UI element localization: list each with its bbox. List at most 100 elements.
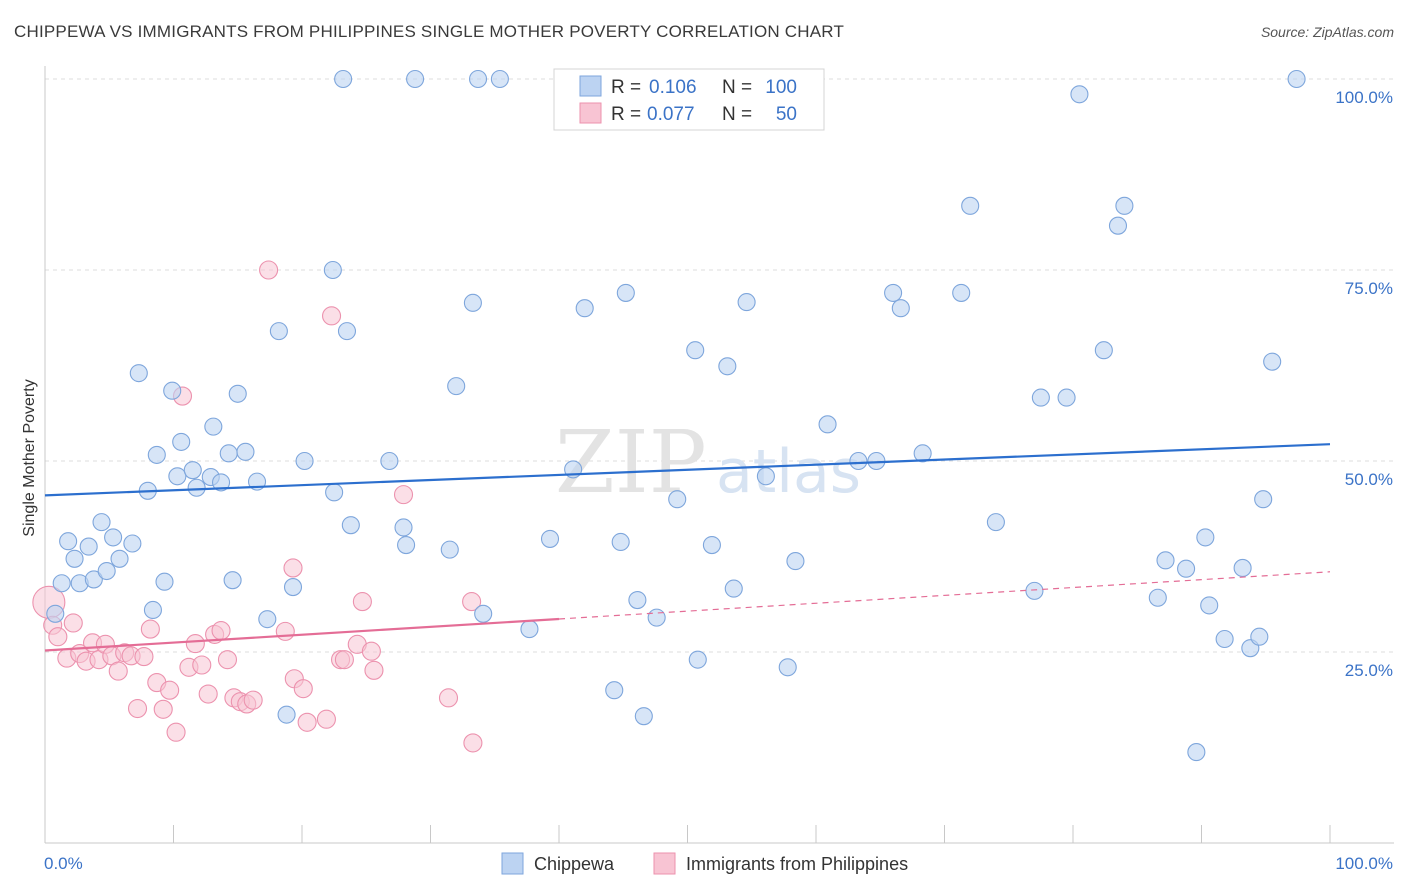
scatter-point-chippewa [143,600,162,620]
scatter-point-chippewa [474,604,493,623]
scatter-point-chippewa [65,549,84,568]
blue-series-points [46,69,1306,762]
scatter-point-chippewa [718,357,737,376]
scatter-point-chippewa [258,610,277,629]
scatter-point-chippewa [84,570,103,589]
scatter-point-philippines [462,592,482,612]
scatter-point-philippines [334,650,354,670]
scatter-point-chippewa [219,444,238,463]
scatter-point-chippewa [211,473,231,492]
scatter-point-chippewa [341,516,360,535]
scatter-point-chippewa [1094,341,1113,360]
scatter-point-chippewa [913,444,932,463]
scatter-point-chippewa [891,299,910,318]
scatter-point-chippewa [295,451,314,471]
scatter-point-chippewa [605,681,624,700]
scatter-point-philippines [153,699,173,719]
scatter-point-philippines [198,684,218,704]
scatter-point-chippewa [323,260,342,280]
legend-n-label-2: N = [722,104,752,125]
trend-line-philippines [44,617,560,652]
scatter-point-chippewa [1187,743,1206,762]
scatter-point-chippewa [97,561,116,581]
x-tick-label: 100.0% [1335,854,1393,873]
scatter-point-chippewa [1196,528,1215,547]
scatter-point-chippewa [986,513,1005,532]
trend-layer [44,443,1331,652]
bottom-legend-swatch-blue [501,852,524,875]
legend-n-value-1: 100 [765,77,797,98]
scatter-point-philippines [140,619,160,639]
scatter-point-chippewa [337,322,357,341]
scatter-point-philippines [211,621,231,641]
scatter-point-chippewa [269,322,288,341]
scatter-point-chippewa [334,69,353,89]
scatter-point-chippewa [1148,588,1167,607]
scatter-point-chippewa [724,579,743,598]
scatter-point-chippewa [778,658,797,677]
scatter-point-philippines [127,698,148,719]
y-tick-label: 75.0% [1345,279,1393,298]
scatter-point-chippewa [277,705,296,724]
scatter-point-chippewa [647,608,666,627]
legend-r-value-1: 0.106 [649,77,697,98]
pink-series-points [32,260,483,753]
scatter-point-philippines [393,485,414,505]
legend-r-label-1: R = [611,77,641,98]
scatter-point-chippewa [1254,490,1273,509]
scatter-point-chippewa [468,69,488,89]
scatter-point-chippewa [611,532,630,552]
scatter-point-chippewa [325,483,344,502]
scatter-point-chippewa [1233,558,1252,578]
y-axis-label: Single Mother Poverty [21,379,38,536]
scatter-point-chippewa [1263,352,1282,371]
chart-title: CHIPPEWA VS IMMIGRANTS FROM PHILIPPINES … [14,22,845,41]
scatter-point-chippewa [540,529,560,548]
scatter-point-chippewa [187,478,206,497]
legend-r-value-2: 0.077 [647,104,695,125]
scatter-point-chippewa [183,461,202,480]
scatter-point-philippines [108,661,128,681]
scatter-point-chippewa [1108,216,1128,235]
scatter-point-chippewa [155,572,174,591]
top-legend: R = 0.106 N = 100 R = 0.077 N = 50 [553,68,825,131]
y-tick-label: 100.0% [1335,88,1393,107]
legend-n-value-2: 50 [776,104,797,125]
scatter-point-philippines [217,650,238,670]
scatter-point-philippines [438,688,459,708]
scatter-point-chippewa [634,707,653,726]
scatter-point-chippewa [228,384,247,403]
scatter-point-chippewa [1057,388,1076,407]
scatter-point-philippines [134,647,154,667]
scatter-point-chippewa [1287,69,1306,89]
scatter-point-chippewa [172,432,191,451]
scatter-point-chippewa [129,364,148,383]
scatter-point-chippewa [59,532,78,551]
legend-n-label-1: N = [722,77,752,98]
scatter-point-chippewa [668,490,687,509]
scatter-point-chippewa [520,620,539,639]
trend-line-chippewa [44,443,1331,497]
scatter-point-chippewa [1025,581,1044,600]
scatter-point-philippines [352,592,372,612]
scatter-point-chippewa [1200,596,1219,615]
bottom-legend: Chippewa Immigrants from Philippines [501,852,908,875]
legend-r-label-2: R = [611,104,641,125]
scatter-point-chippewa [1215,629,1234,649]
scatter-point-chippewa [756,467,775,486]
scatter-point-philippines [48,627,68,647]
scatter-point-chippewa [223,571,242,590]
scatter-point-chippewa [440,540,459,559]
watermark-atlas: atlas [716,437,861,507]
source-label: Source: ZipAtlas.com [1260,24,1394,40]
scatter-point-chippewa [628,590,647,610]
scatter-point-philippines [275,621,295,641]
scatter-point-chippewa [92,513,111,532]
grid-layer: 25.0% 50.0% 75.0% 100.0% [45,78,1394,680]
scatter-point-chippewa [204,417,223,436]
scatter-point-philippines [160,680,180,700]
scatter-point-chippewa [147,445,166,464]
bottom-legend-label-chippewa: Chippewa [534,854,615,874]
scatter-point-philippines [361,641,381,661]
